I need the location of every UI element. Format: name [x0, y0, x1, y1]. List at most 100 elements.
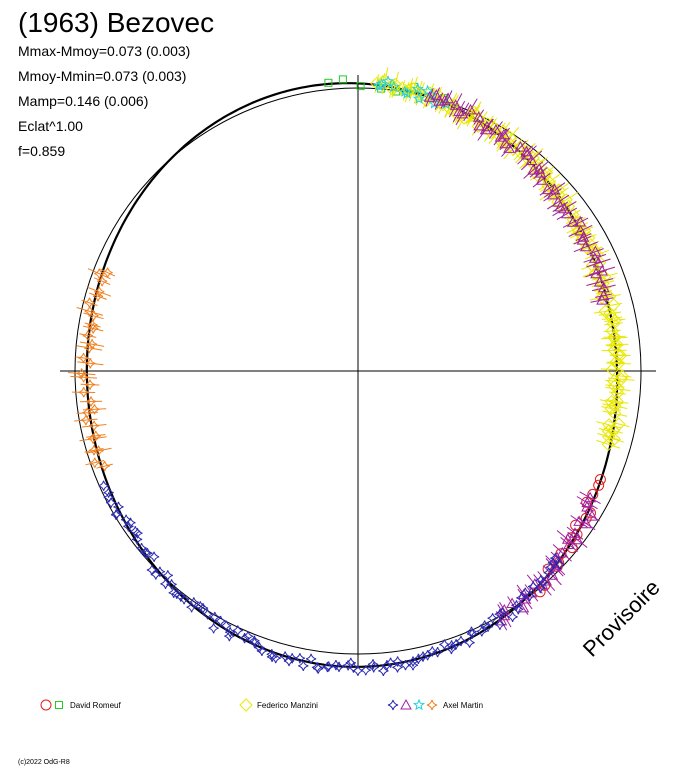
data-point [225, 627, 236, 638]
data-point [428, 97, 441, 109]
error-bar [463, 98, 478, 122]
data-point [456, 107, 469, 119]
axes [60, 75, 656, 667]
data-point [87, 433, 99, 444]
data-point [279, 651, 291, 662]
data-point [449, 99, 462, 110]
error-bar [543, 188, 562, 202]
data-point [171, 588, 182, 599]
legend-label: David Romeuf [70, 701, 121, 710]
error-bar [584, 249, 610, 260]
data-point [342, 660, 354, 671]
error-bar [552, 544, 572, 562]
data-point [546, 188, 559, 200]
data-point [580, 517, 593, 529]
data-point [368, 662, 379, 673]
data-point [581, 500, 593, 512]
data-point [407, 656, 419, 667]
error-bar [488, 121, 503, 139]
data-point [608, 313, 622, 328]
legend-marker-star4 [387, 699, 399, 711]
data-point [506, 597, 518, 608]
data-point [88, 420, 100, 431]
data-point [487, 613, 498, 624]
data-point [552, 183, 566, 197]
legend-marker-triangle [400, 698, 412, 710]
data-points [67, 67, 635, 677]
data-point [602, 430, 616, 444]
error-bar [591, 272, 618, 281]
error-bar [408, 76, 418, 102]
data-point [611, 348, 625, 362]
data-point [614, 372, 629, 386]
error-bar [579, 491, 601, 505]
data-point [592, 255, 607, 270]
data-point [88, 323, 99, 334]
data-point [400, 87, 414, 99]
error-bar [81, 299, 98, 306]
data-point [85, 358, 96, 369]
data-point [556, 546, 569, 558]
error-bar [79, 333, 97, 338]
data-point [249, 637, 260, 648]
data-point [82, 407, 93, 418]
error-bar [600, 368, 625, 371]
data-point [367, 659, 379, 670]
error-bar [84, 322, 101, 328]
error-bar [593, 286, 612, 292]
data-point [266, 649, 277, 660]
data-point [547, 557, 559, 568]
data-point [590, 267, 602, 279]
data-point [76, 368, 87, 379]
error-bar [81, 424, 107, 428]
error-bar [597, 432, 621, 441]
data-point [516, 592, 527, 604]
error-bar [596, 421, 622, 429]
data-point [540, 574, 553, 586]
data-point [202, 609, 213, 620]
data-point [541, 183, 554, 195]
data-point [136, 542, 147, 554]
error-bar [585, 270, 607, 278]
error-bar [94, 277, 111, 286]
error-bar [583, 253, 607, 263]
error-bar [517, 145, 537, 165]
stat-eclat: Eclat^1.00 [18, 118, 83, 134]
data-point [430, 89, 443, 100]
legend-marker-diamond [239, 698, 253, 712]
data-point [521, 148, 533, 160]
error-bar [547, 194, 570, 210]
data-point [294, 653, 306, 664]
error-bar [75, 356, 92, 360]
error-bar [422, 92, 430, 109]
error-bar [89, 292, 107, 300]
data-point [593, 479, 605, 491]
data-point [78, 387, 89, 398]
error-bar [552, 201, 577, 217]
error-bar [520, 150, 543, 171]
data-point [160, 578, 171, 590]
error-bar [86, 434, 106, 438]
error-bar [565, 215, 582, 225]
error-bar [598, 311, 622, 316]
error-bar [85, 460, 105, 466]
legend-marker-circle [40, 699, 52, 711]
error-bar [488, 122, 506, 145]
data-point [412, 92, 426, 104]
data-point [423, 91, 436, 102]
error-bar [532, 172, 551, 188]
error-bar [100, 268, 116, 277]
data-point [110, 509, 122, 520]
data-point [476, 626, 487, 637]
data-point [146, 564, 158, 576]
data-point [254, 642, 265, 653]
chart-title: (1963) Bezovec [18, 7, 214, 38]
data-point [466, 628, 478, 640]
data-point [333, 661, 345, 673]
error-bar [596, 439, 621, 449]
legend: David Romeuf Federico Manzini Axel Martin [40, 698, 483, 712]
data-point [543, 567, 554, 578]
data-point [208, 623, 219, 634]
data-point [576, 234, 589, 245]
error-bar [413, 80, 423, 104]
